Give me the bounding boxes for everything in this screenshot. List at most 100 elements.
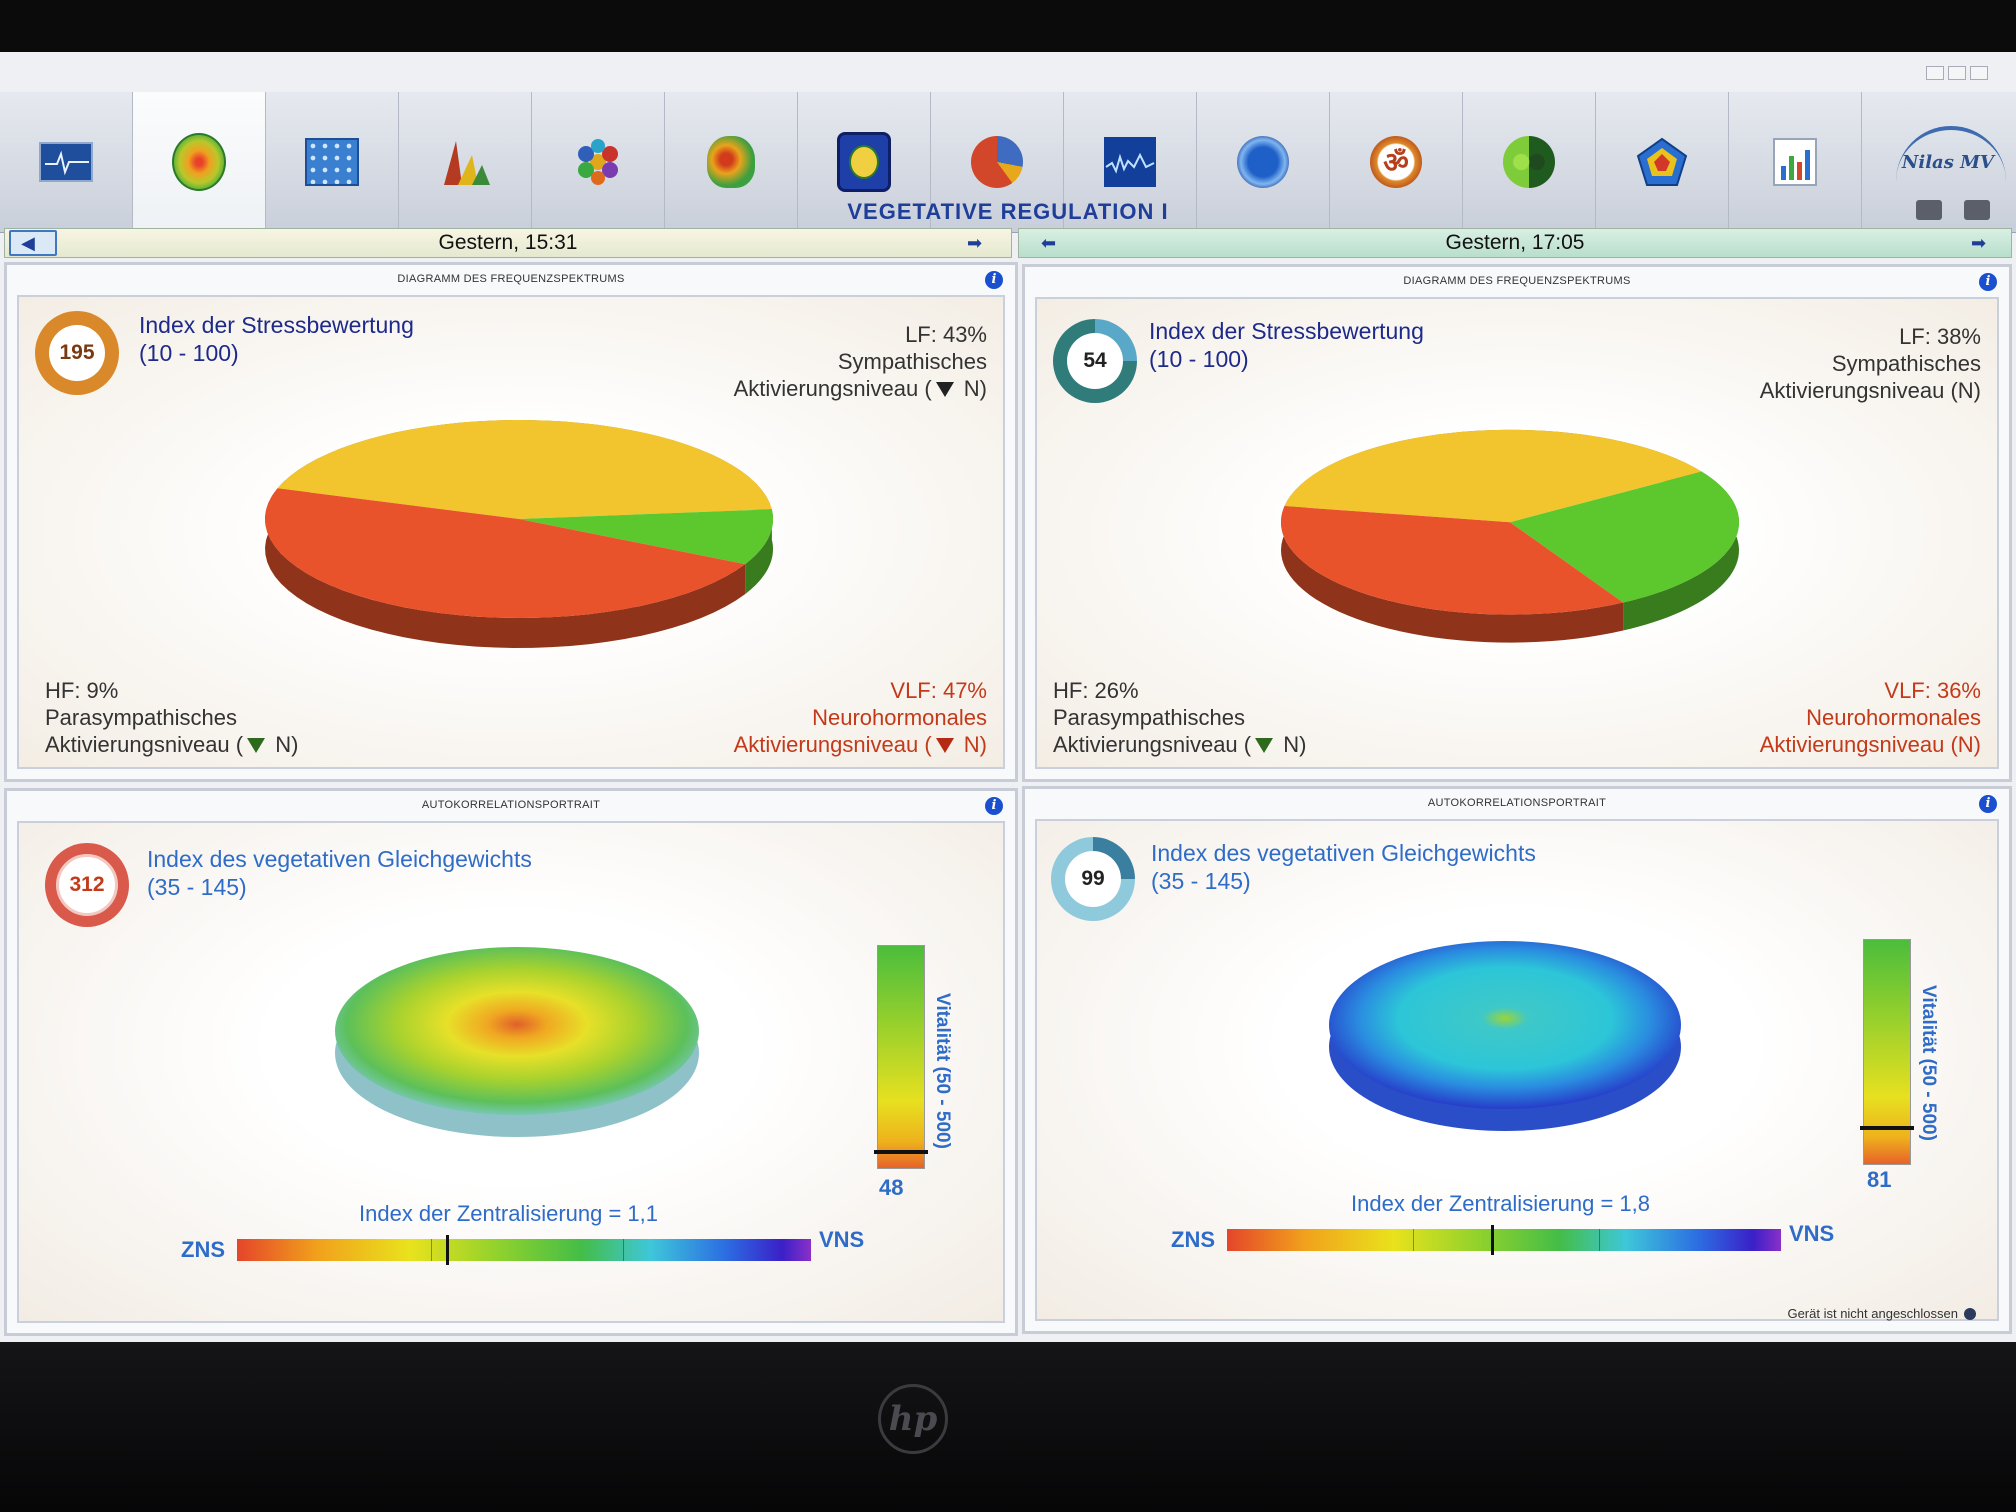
autocorr-header-left: AUTOKORRELATIONSPORTRAIT: [421, 799, 601, 811]
next-session-button[interactable]: ➡: [1971, 233, 1987, 253]
heatmap-circle-icon: [172, 133, 226, 191]
vitality-marker: [1860, 1126, 1914, 1130]
centralization-marker: [446, 1235, 449, 1265]
pie-slice-lf: [277, 420, 772, 519]
session-date-right: Gestern, 17:05: [1445, 231, 1585, 254]
toolbar-heatmap[interactable]: [133, 92, 266, 232]
centralization-marker: [1491, 1225, 1494, 1255]
balance-index-title: Index des vegetativen Gleichgewichts (35…: [1151, 840, 1536, 894]
session-date-left: Gestern, 15:31: [438, 231, 578, 254]
arrow-left-icon: ◀: [21, 233, 35, 253]
spectrum-header-right: DIAGRAMM DES FREQUENZSPEKTRUMS: [1403, 275, 1631, 287]
om-symbol-icon: ॐ: [1369, 136, 1423, 188]
autocorrelation-panel-left: AUTOKORRELATIONSPORTRAIT i 312 Index des…: [4, 788, 1018, 1336]
hp-logo: hp: [878, 1384, 948, 1454]
vns-label: VNS: [819, 1227, 865, 1252]
arrow-left-icon-right-bar[interactable]: ⬅: [1041, 233, 1057, 253]
pie-slice-side-hf: [1623, 471, 1739, 631]
zns-label: ZNS: [1171, 1227, 1215, 1252]
maximize-button[interactable]: [1948, 66, 1966, 80]
autocorrelation-disc-left: [335, 947, 699, 1137]
pie-slice-hf: [1510, 471, 1739, 603]
centralization-index: Index der Zentralisierung = 1,1: [359, 1201, 659, 1226]
pie-slice-side-vlf: [265, 488, 746, 648]
info-icon[interactable]: i: [1979, 273, 1997, 291]
session-date-bar-left: ◀ Gestern, 15:31 ➡: [4, 228, 1012, 258]
stress-index-value: 195: [59, 341, 95, 364]
spectrum-body-right: 54 Index der Stressbewertung (10 - 100) …: [1035, 297, 1999, 769]
stress-index-title: Index der Stressbewertung (10 - 100): [1149, 318, 1424, 372]
toolbar-head[interactable]: [1197, 92, 1330, 232]
vlf-label: VLF: 36% Neurohormonales Aktivierungsniv…: [1759, 678, 1981, 757]
device-status-text: Gerät ist nicht angeschlossen: [1787, 1306, 1958, 1321]
main-toolbar: ॐ: [0, 92, 2016, 233]
cells-grid-icon: [305, 137, 359, 187]
minimize-button[interactable]: [1926, 66, 1944, 80]
centralization-scale: [237, 1235, 811, 1265]
info-icon[interactable]: i: [985, 797, 1003, 815]
centralization-scale: [1227, 1225, 1781, 1255]
info-icon[interactable]: i: [1979, 795, 1997, 813]
down-arrow-icon: [1255, 738, 1274, 753]
close-button[interactable]: [1970, 66, 1988, 80]
toolbar-shield[interactable]: [798, 92, 931, 232]
info-icon[interactable]: i: [985, 271, 1003, 289]
pie-slice-hf: [519, 509, 773, 565]
toolbar-om[interactable]: ॐ: [1330, 92, 1463, 232]
previous-session-button[interactable]: ◀: [9, 230, 57, 256]
pie-slice-side-hf: [745, 509, 773, 595]
hf-label: HF: 9% Parasympathisches Aktivierungsniv…: [45, 678, 299, 757]
down-arrow-icon: [935, 738, 954, 753]
shield-emblem-icon: [837, 132, 891, 192]
spectrum-body-left: 195 Index der Stressbewertung (10 - 100)…: [17, 295, 1005, 769]
print-icon[interactable]: [1916, 200, 1942, 220]
export-icon[interactable]: [1964, 200, 1990, 220]
session-date-bar-right: ⬅ Gestern, 17:05 ➡: [1018, 228, 2012, 258]
frequency-pie-chart-right: [1281, 429, 1739, 643]
yin-yang-icon: [1502, 136, 1556, 188]
autocorr-body-left: 312 Index des vegetativen Gleichgewichts…: [17, 821, 1005, 1323]
vlf-label: VLF: 47% Neurohormonales Aktivierungsniv…: [733, 678, 987, 757]
vitality-label: Vitalität (50 - 500): [932, 993, 953, 1149]
brain-map-icon: [704, 136, 758, 188]
toolbar-pentagon[interactable]: [1596, 92, 1729, 232]
monitor-bezel-bottom: [0, 1342, 2016, 1512]
down-arrow-icon: [247, 738, 266, 753]
pentagon-radar-icon: [1635, 137, 1689, 187]
pie-chart-icon: [970, 136, 1024, 188]
waveform-icon: [1103, 137, 1157, 187]
page-title: VEGETATIVE REGULATION I: [847, 199, 1169, 224]
toolbar-yin-yang[interactable]: [1463, 92, 1596, 232]
hexagon-cluster-icon: [571, 137, 625, 187]
toolbar-bar-chart[interactable]: [1729, 92, 1862, 232]
balance-index-value: 312: [69, 873, 105, 896]
autocorr-header-right: AUTOKORRELATIONSPORTRAIT: [1427, 797, 1607, 809]
spectrum-panel-left: DIAGRAMM DES FREQUENZSPEKTRUMS i 195 Ind…: [4, 262, 1018, 782]
centralization-index: Index der Zentralisierung = 1,8: [1351, 1191, 1651, 1216]
vitality-scale: [874, 945, 928, 1169]
toolbar-ecg-monitor[interactable]: [0, 92, 133, 232]
toolbar-brain[interactable]: [665, 92, 798, 232]
toolbar-hexagons[interactable]: [532, 92, 665, 232]
balance-index-title: Index des vegetativen Gleichgewichts (35…: [147, 846, 532, 900]
stress-index-gauge: 195: [35, 311, 119, 395]
vitality-value: 48: [879, 1175, 904, 1200]
stress-index-gauge: 54: [1053, 319, 1137, 403]
lf-label: LF: 38% Sympathisches Aktivierungsniveau…: [1759, 324, 1981, 403]
toolbar-cells[interactable]: [266, 92, 399, 232]
arrow-right-icon-left-bar[interactable]: ➡: [967, 233, 983, 253]
pie-slice-vlf: [1281, 506, 1624, 615]
vitality-label: Vitalität (50 - 500): [1918, 985, 1939, 1141]
vitality-marker: [874, 1150, 928, 1154]
autocorr-body-right: 99 Index des vegetativen Gleichgewichts …: [1035, 819, 1999, 1321]
autocorrelation-disc-right: [1329, 941, 1681, 1131]
vitality-scale: [1860, 939, 1914, 1165]
spectrum-panel-right: DIAGRAMM DES FREQUENZSPEKTRUMS i 54 Inde…: [1022, 264, 2012, 782]
toolbar-pie[interactable]: [931, 92, 1064, 232]
device-status-icon: [1964, 1308, 1976, 1320]
toolbar-peaks[interactable]: [399, 92, 532, 232]
frequency-pie-chart-left: [265, 420, 773, 648]
toolbar-waveform[interactable]: [1064, 92, 1197, 232]
hf-label: HF: 26% Parasympathisches Aktivierungsni…: [1053, 678, 1307, 757]
pie-slice-lf: [1284, 429, 1702, 523]
